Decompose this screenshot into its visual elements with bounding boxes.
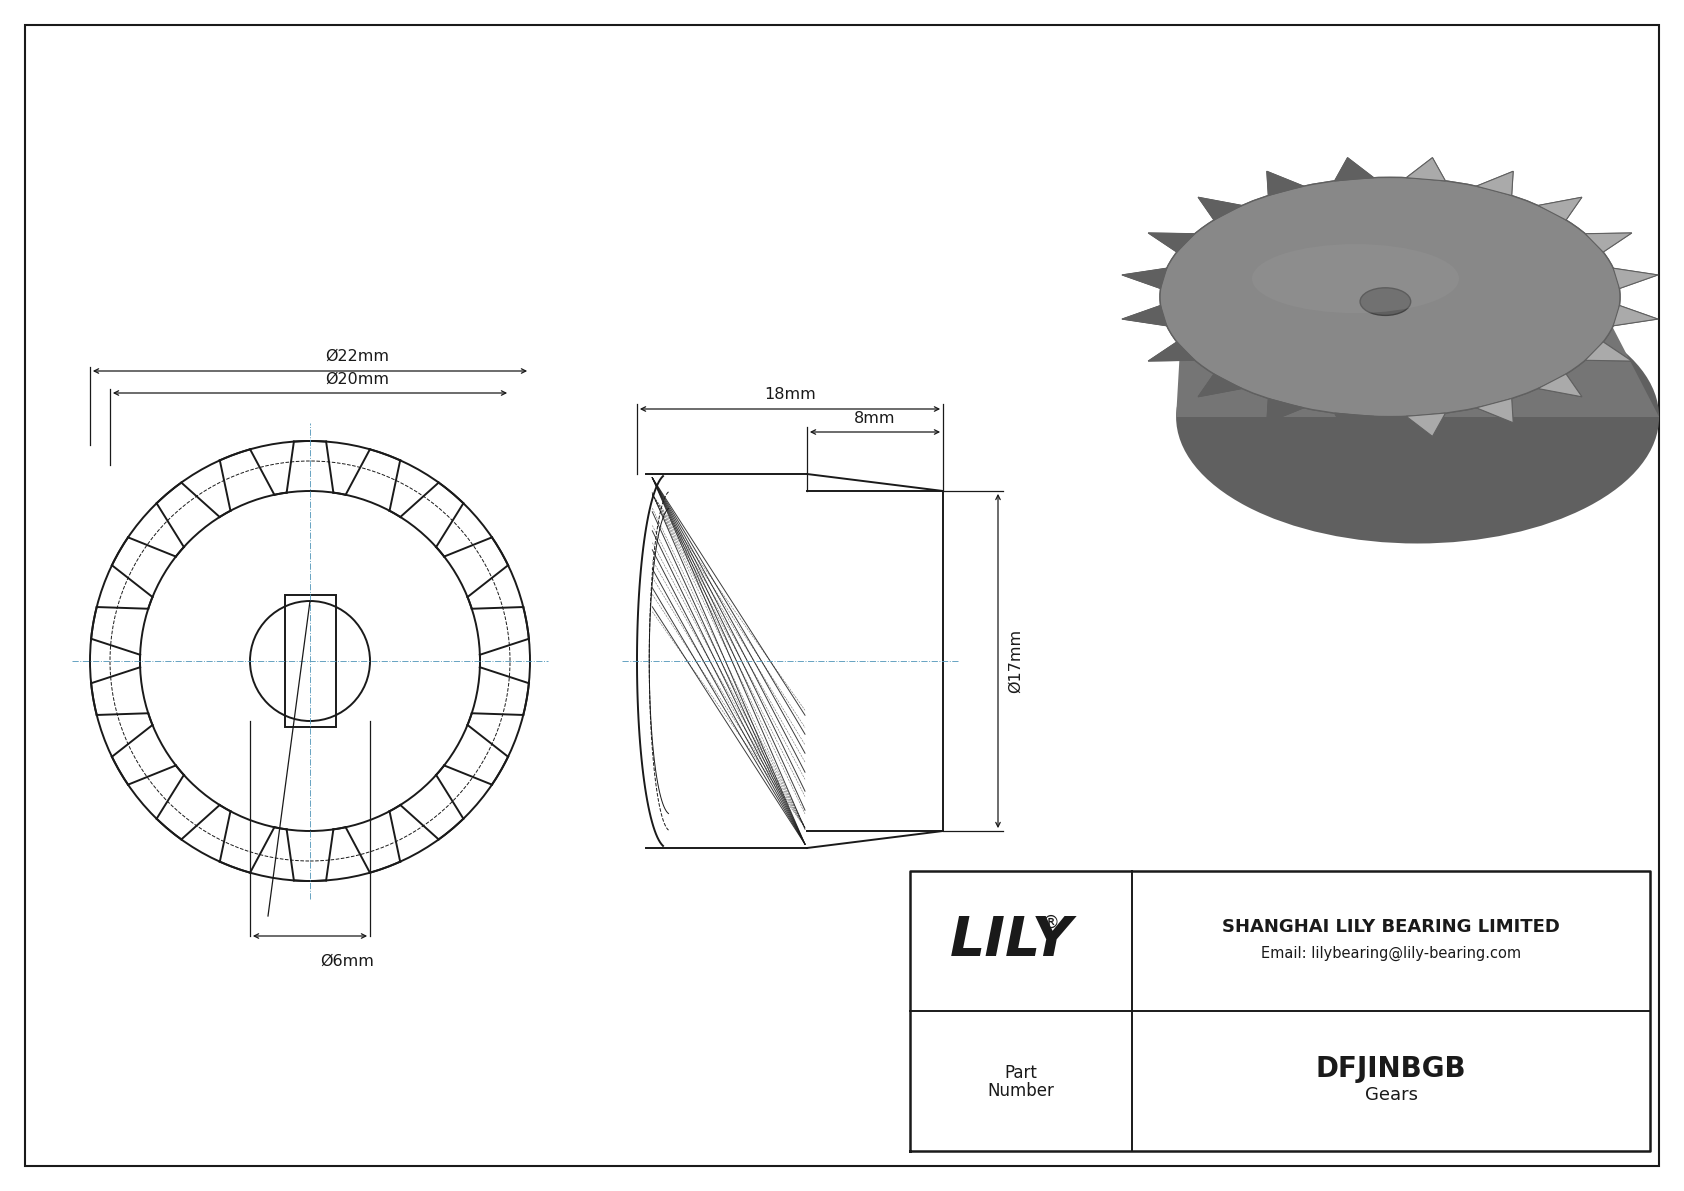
Polygon shape: [1175, 297, 1659, 417]
Polygon shape: [1406, 157, 1445, 181]
Polygon shape: [1197, 374, 1243, 397]
Polygon shape: [1585, 233, 1632, 252]
Text: Ø22mm: Ø22mm: [325, 349, 389, 364]
Bar: [285, 596, 335, 727]
Text: 18mm: 18mm: [765, 387, 815, 403]
Polygon shape: [1613, 268, 1659, 288]
Text: Ø6mm: Ø6mm: [320, 954, 374, 969]
Text: ®: ®: [1042, 913, 1059, 933]
Ellipse shape: [1160, 177, 1620, 417]
Polygon shape: [1122, 305, 1167, 326]
Polygon shape: [1585, 342, 1632, 361]
Polygon shape: [1266, 399, 1303, 423]
Text: Email: lilybearing@lily-bearing.com: Email: lilybearing@lily-bearing.com: [1261, 946, 1521, 961]
Polygon shape: [1266, 172, 1303, 195]
Polygon shape: [1334, 413, 1374, 436]
Polygon shape: [1122, 268, 1167, 288]
Polygon shape: [1148, 233, 1196, 252]
Polygon shape: [1585, 233, 1632, 252]
Polygon shape: [1613, 305, 1659, 326]
Text: Gears: Gears: [1364, 1086, 1418, 1104]
Polygon shape: [1122, 305, 1167, 326]
Polygon shape: [1477, 172, 1514, 195]
Polygon shape: [1537, 198, 1581, 220]
Polygon shape: [1122, 268, 1167, 288]
Text: LILY: LILY: [950, 913, 1073, 968]
Text: Part: Part: [1005, 1064, 1037, 1081]
Polygon shape: [1266, 172, 1303, 195]
Ellipse shape: [1175, 291, 1659, 543]
Polygon shape: [1537, 198, 1581, 220]
Text: DFJINBGB: DFJINBGB: [1315, 1055, 1467, 1083]
Polygon shape: [1613, 268, 1659, 288]
Polygon shape: [1334, 157, 1374, 181]
Polygon shape: [1406, 157, 1445, 181]
Text: Ø20mm: Ø20mm: [325, 372, 389, 387]
Text: 8mm: 8mm: [854, 411, 896, 426]
Polygon shape: [1613, 305, 1659, 326]
Text: Number: Number: [987, 1081, 1054, 1100]
Text: Ø17mm: Ø17mm: [1009, 629, 1022, 693]
Ellipse shape: [1160, 177, 1620, 417]
Text: SHANGHAI LILY BEARING LIMITED: SHANGHAI LILY BEARING LIMITED: [1223, 918, 1559, 936]
Polygon shape: [1477, 399, 1514, 423]
Polygon shape: [1406, 413, 1445, 436]
Polygon shape: [1197, 374, 1243, 397]
Polygon shape: [1585, 342, 1632, 361]
Polygon shape: [1334, 413, 1374, 436]
Polygon shape: [1334, 157, 1374, 181]
Polygon shape: [1148, 342, 1196, 361]
Polygon shape: [1148, 342, 1196, 361]
Polygon shape: [1148, 233, 1196, 252]
Polygon shape: [1406, 413, 1445, 436]
Polygon shape: [1477, 172, 1514, 195]
Polygon shape: [1537, 374, 1581, 397]
Polygon shape: [1197, 198, 1243, 220]
Polygon shape: [1266, 399, 1303, 423]
Ellipse shape: [1251, 244, 1458, 313]
Polygon shape: [1197, 198, 1243, 220]
Polygon shape: [1477, 399, 1514, 423]
Polygon shape: [1537, 374, 1581, 397]
Ellipse shape: [1361, 288, 1411, 316]
